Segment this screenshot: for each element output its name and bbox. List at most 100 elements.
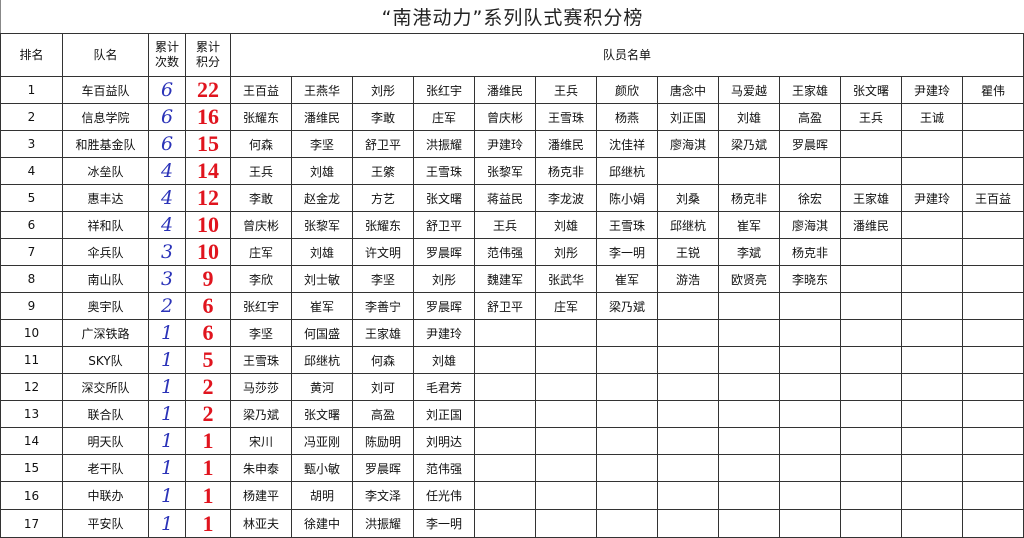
member-cell xyxy=(961,238,1024,266)
member-cell: 崔军 xyxy=(596,265,658,293)
header-rank: 排名 xyxy=(0,33,63,77)
member-cell: 邱继杭 xyxy=(291,346,353,374)
member-cell: 尹建玲 xyxy=(901,76,963,104)
table-row: 16 中联办 1 1 杨建平 胡明 李文泽 任光伟 xyxy=(0,481,1024,510)
rank-cell: 1 xyxy=(0,76,63,104)
team-name-cell: 奥宇队 xyxy=(62,292,149,320)
member-cell: 庄军 xyxy=(413,103,475,131)
member-cell: 刘明达 xyxy=(413,427,475,455)
member-cell xyxy=(596,509,658,538)
member-cell xyxy=(961,400,1024,428)
points-cell: 2 xyxy=(185,400,231,428)
member-cell xyxy=(779,319,841,347)
points-cell: 16 xyxy=(185,103,231,131)
member-cell xyxy=(657,427,719,455)
member-cell xyxy=(474,400,536,428)
member-cell: 刘雄 xyxy=(718,103,780,131)
member-cell: 朱申泰 xyxy=(230,454,292,482)
table-row: 12 深交所队 1 2 马莎莎 黄河 刘可 毛君芳 xyxy=(0,373,1024,401)
member-cell: 杨建平 xyxy=(230,481,292,510)
team-name-cell: 车百益队 xyxy=(62,76,149,104)
member-cell: 何森 xyxy=(230,130,292,158)
table-row: 17 平安队 1 1 林亚夫 徐建中 洪振耀 李一明 xyxy=(0,509,1024,538)
member-cell: 高盈 xyxy=(779,103,841,131)
table-row: 4 冰垒队 4 14 王兵 刘雄 王綮 王雪珠 张黎军 杨克非 邱继杭 xyxy=(0,157,1024,185)
member-cell xyxy=(840,346,902,374)
team-name-cell: 老干队 xyxy=(62,454,149,482)
member-cell: 李善宁 xyxy=(352,292,414,320)
table-row: 6 祥和队 4 10 曾庆彬 张黎军 张耀东 舒卫平 王兵 刘雄 王雪珠 邱继杭 崔军 廖海淇 潘维民 xyxy=(0,211,1024,239)
member-cell: 李坚 xyxy=(291,130,353,158)
member-cell xyxy=(961,103,1024,131)
member-cell xyxy=(840,130,902,158)
member-cell xyxy=(718,427,780,455)
member-cell: 王锐 xyxy=(657,238,719,266)
member-cell: 崔军 xyxy=(291,292,353,320)
points-cell: 6 xyxy=(185,292,231,320)
table-row: 2 信息学院 6 16 张耀东 潘维民 李敢 庄军 曾庆彬 王雪珠 杨燕 刘正国 刘雄 高盈 王兵 王诚 xyxy=(0,103,1024,131)
member-cell xyxy=(657,509,719,538)
team-name-cell: 南山队 xyxy=(62,265,149,293)
member-cell xyxy=(961,130,1024,158)
rank-cell: 12 xyxy=(0,373,63,401)
count-cell: 4 xyxy=(148,211,186,239)
member-cell: 何森 xyxy=(352,346,414,374)
member-cell xyxy=(657,481,719,510)
points-cell: 2 xyxy=(185,373,231,401)
member-cell xyxy=(961,373,1024,401)
header-count: 累计 次数 xyxy=(148,33,186,77)
member-cell: 刘雄 xyxy=(413,346,475,374)
member-cell: 王兵 xyxy=(230,157,292,185)
points-cell: 14 xyxy=(185,157,231,185)
member-cell xyxy=(779,157,841,185)
table-row: 8 南山队 3 9 李欣 刘士敏 李坚 刘彤 魏建军 张武华 崔军 游浩 欧贤亮 李晓东 xyxy=(0,265,1024,293)
member-cell xyxy=(901,238,963,266)
member-cell xyxy=(779,454,841,482)
member-cell xyxy=(474,509,536,538)
member-cell xyxy=(718,400,780,428)
member-cell: 沈佳祥 xyxy=(596,130,658,158)
member-cell xyxy=(961,427,1024,455)
team-name-cell: 伞兵队 xyxy=(62,238,149,266)
member-cell: 潘维民 xyxy=(291,103,353,131)
team-name-cell: 明天队 xyxy=(62,427,149,455)
member-cell: 许文明 xyxy=(352,238,414,266)
member-cell: 尹建玲 xyxy=(474,130,536,158)
table-row: 3 和胜基金队 6 15 何森 李坚 舒卫平 洪振耀 尹建玲 潘维民 沈佳祥 廖海淇 梁乃斌 罗晨晖 xyxy=(0,130,1024,158)
member-cell xyxy=(961,157,1024,185)
member-cell xyxy=(901,157,963,185)
member-cell: 杨克非 xyxy=(718,184,780,212)
member-cell: 洪振耀 xyxy=(352,509,414,538)
member-cell: 刘桑 xyxy=(657,184,719,212)
header-count-line1: 累计 xyxy=(154,40,179,54)
member-cell: 张黎军 xyxy=(291,211,353,239)
member-cell: 李龙波 xyxy=(535,184,597,212)
member-cell xyxy=(535,373,597,401)
member-cell: 张红宇 xyxy=(413,76,475,104)
member-cell: 高盈 xyxy=(352,400,414,428)
member-cell xyxy=(718,319,780,347)
member-cell xyxy=(718,509,780,538)
member-cell xyxy=(961,319,1024,347)
member-cell xyxy=(474,481,536,510)
count-cell: 1 xyxy=(148,454,186,482)
member-cell: 廖海淇 xyxy=(657,130,719,158)
member-cell: 舒卫平 xyxy=(474,292,536,320)
member-cell xyxy=(961,265,1024,293)
member-cell xyxy=(596,481,658,510)
count-cell: 4 xyxy=(148,184,186,212)
member-cell xyxy=(901,454,963,482)
rank-cell: 5 xyxy=(0,184,63,212)
member-cell xyxy=(474,427,536,455)
member-cell: 罗晨晖 xyxy=(413,238,475,266)
member-cell xyxy=(840,292,902,320)
member-cell: 刘正国 xyxy=(657,103,719,131)
member-cell: 林亚夫 xyxy=(230,509,292,538)
member-cell: 冯亚刚 xyxy=(291,427,353,455)
member-cell: 张耀东 xyxy=(230,103,292,131)
member-cell: 刘彤 xyxy=(535,238,597,266)
count-cell: 3 xyxy=(148,265,186,293)
member-cell: 刘雄 xyxy=(291,238,353,266)
member-cell xyxy=(901,481,963,510)
member-cell xyxy=(779,292,841,320)
